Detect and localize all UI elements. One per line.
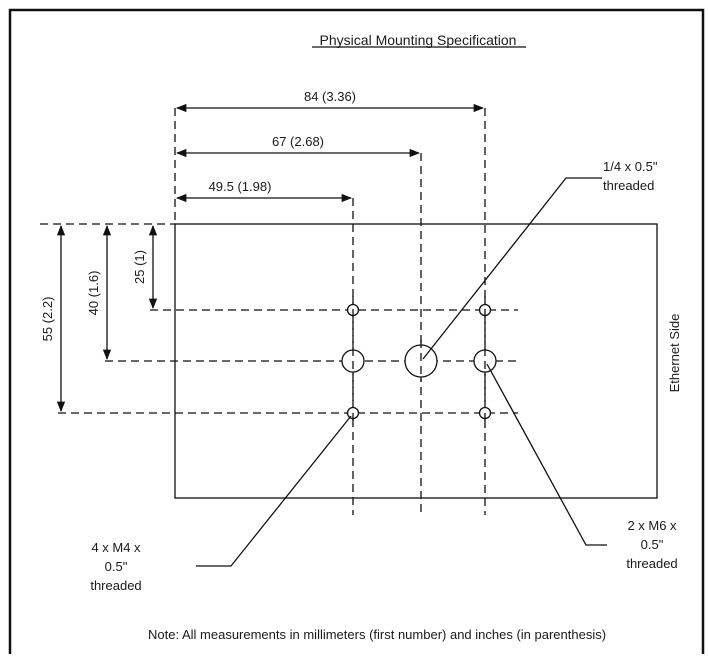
- leader-quarter-inch: [422, 177, 602, 360]
- callout-quarter-line1: 1/4 x 0.5": [603, 159, 658, 174]
- callout-m4-line1: 4 x M4 x: [91, 540, 141, 555]
- leader-m6: [486, 363, 607, 546]
- dimension-label-49: 49.5 (1.98): [209, 179, 272, 194]
- dimension-label-84: 84 (3.36): [304, 89, 356, 104]
- page-title: Physical Mounting Specification: [320, 32, 517, 48]
- dimension-label-25: 25 (1): [132, 250, 147, 284]
- callout-m6-line3: threaded: [626, 556, 677, 571]
- callout-m4-line2: 0.5": [105, 559, 128, 574]
- ethernet-side-label: Ethernet Side: [667, 314, 682, 393]
- measurement-note: Note: All measurements in millimeters (f…: [148, 627, 606, 642]
- dimension-label-55: 55 (2.2): [40, 297, 55, 342]
- dimension-label-67: 67 (2.68): [272, 134, 324, 149]
- callout-m6-line1: 2 x M6 x: [627, 518, 677, 533]
- dimension-label-40: 40 (1.6): [86, 271, 101, 316]
- callout-m6-line2: 0.5": [641, 537, 664, 552]
- callout-m4-line3: threaded: [90, 578, 141, 593]
- outer-border: [8, 8, 705, 659]
- callout-quarter-line2: threaded: [603, 178, 654, 193]
- leader-m4: [196, 415, 352, 567]
